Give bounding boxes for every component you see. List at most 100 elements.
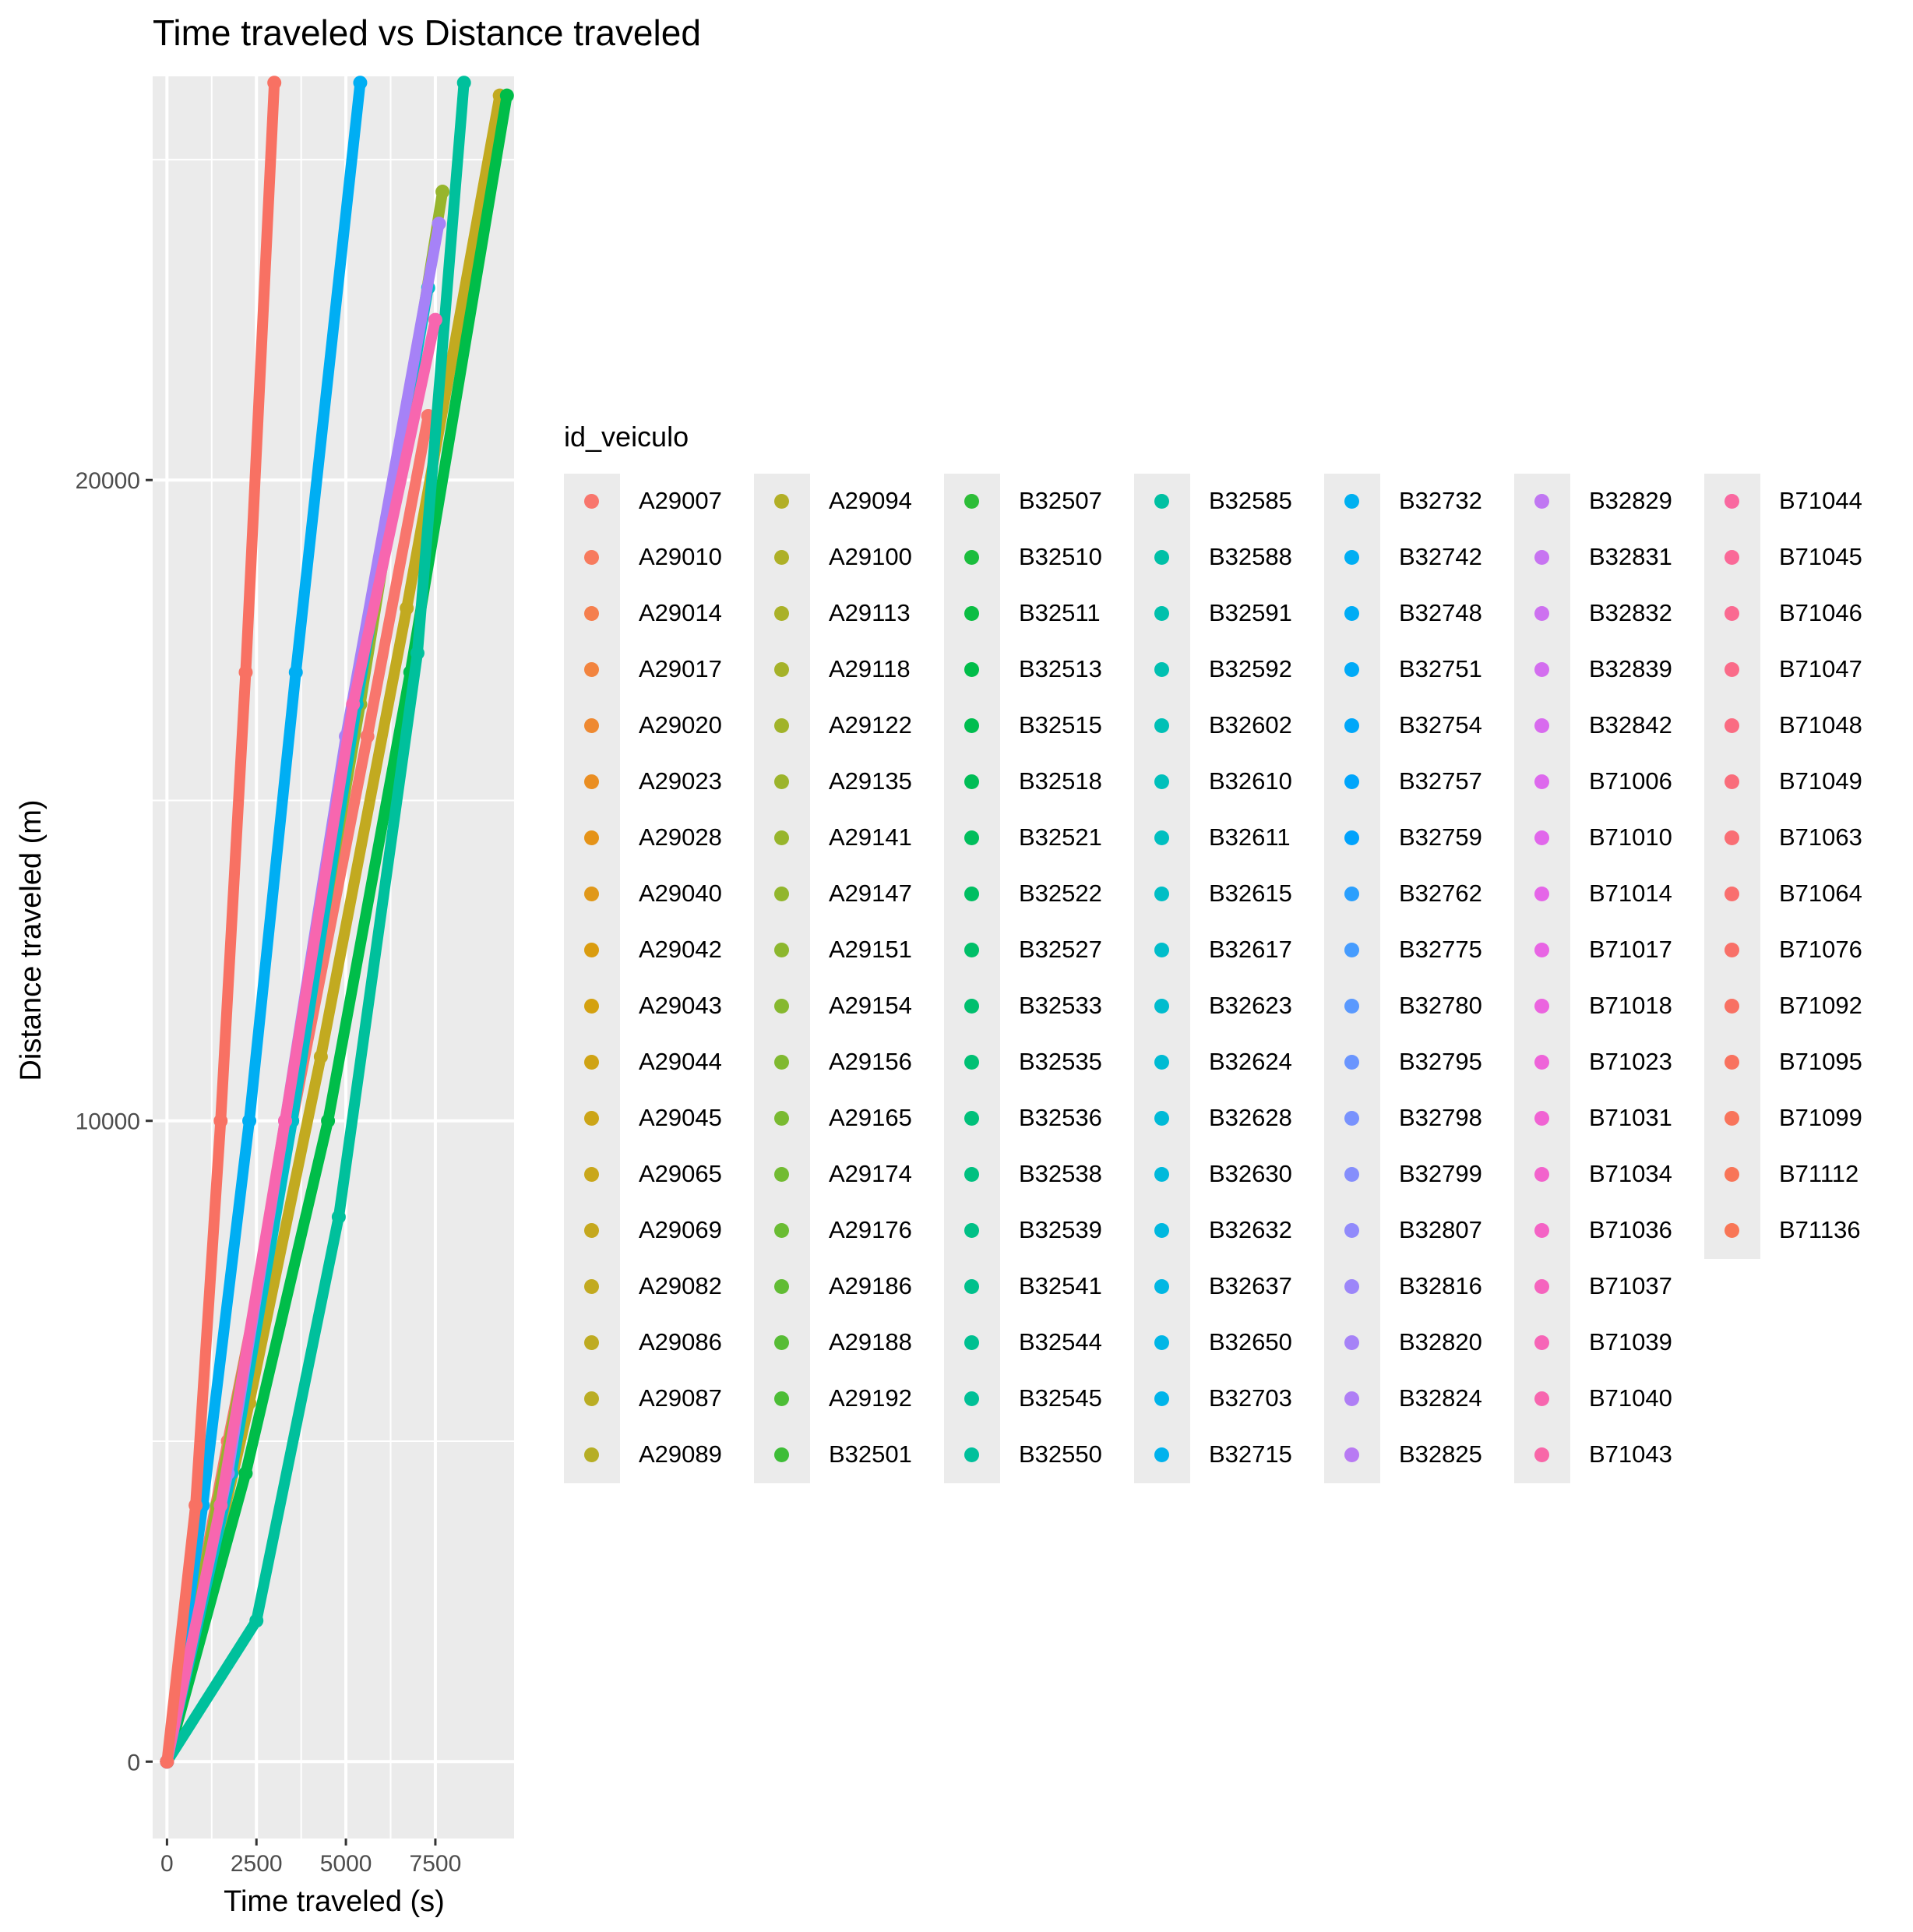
legend-key [1324,810,1380,866]
legend-label: B32588 [1209,543,1292,570]
legend-key [754,474,810,530]
legend-key [1704,698,1760,754]
legend-dot-icon [1534,1223,1549,1238]
legend-key [754,1035,810,1091]
legend-key [1134,1091,1190,1147]
legend-label: A29045 [639,1104,722,1131]
data-point [213,1113,228,1128]
legend-dot-icon [1725,550,1739,565]
legend-dot-icon [964,662,979,677]
data-point [410,646,425,661]
legend-key [754,754,810,810]
legend-dot-icon [1344,662,1359,677]
data-point [360,729,375,744]
legend-key [944,922,1000,978]
data-point [249,1613,264,1628]
legend-label: A29040 [639,880,722,907]
legend-dot-icon [964,494,979,509]
legend-dot-icon [1344,1223,1359,1238]
legend-label: B32585 [1209,487,1292,514]
legend-label: A29141 [829,823,912,851]
legend-key [1514,642,1570,698]
data-point [160,1754,174,1769]
legend-key [1704,474,1760,530]
legend-label: B32820 [1399,1328,1482,1356]
legend-key [1704,754,1760,810]
legend-dot-icon [964,606,979,621]
legend-key [1134,1315,1190,1371]
legend-dot-icon [964,550,979,565]
legend-key [1704,810,1760,866]
legend-dot-icon [584,1167,599,1182]
legend-dot-icon [1534,1335,1549,1350]
legend-dot-icon [1725,494,1739,509]
legend-dot-icon [774,1167,789,1182]
legend-dot-icon [584,1447,599,1462]
legend-label: A29086 [639,1328,722,1356]
legend-dot-icon [774,1391,789,1406]
legend-dot-icon [1725,774,1739,789]
legend-key [944,474,1000,530]
series-B32550 [160,76,471,1769]
legend-label: A29023 [639,767,722,795]
legend-key [1324,1371,1380,1427]
legend-label: B32541 [1019,1272,1102,1299]
legend-dot-icon [1154,774,1169,789]
legend-dot-icon [584,662,599,677]
legend-key [754,1259,810,1315]
legend-dot-icon [774,887,789,901]
legend-dot-icon [1154,943,1169,957]
legend-label: B32510 [1019,543,1102,570]
legend-label: B32550 [1019,1440,1102,1468]
legend-dot-icon [964,887,979,901]
legend-key [1704,1203,1760,1259]
legend-dot-icon [1154,606,1169,621]
legend-label: B32610 [1209,767,1292,795]
legend-key [1134,1035,1190,1091]
legend-label: B71014 [1589,880,1672,907]
legend-label: B32825 [1399,1440,1482,1468]
legend-key [754,1091,810,1147]
data-point [331,1210,346,1225]
legend-dot-icon [584,830,599,845]
legend-dot-icon [1344,494,1359,509]
legend-label: B32539 [1019,1216,1102,1243]
legend-label: B71044 [1779,487,1862,514]
legend-dot-icon [774,1223,789,1238]
legend-label: A29156 [829,1048,912,1075]
legend-label: B32831 [1589,543,1672,570]
legend-key [1134,922,1190,978]
data-point [188,1498,203,1513]
legend-label: B32501 [829,1440,912,1468]
legend-label: B32751 [1399,655,1482,682]
legend-dot-icon [1344,887,1359,901]
legend-label: B32513 [1019,655,1102,682]
legend-label: B32832 [1589,599,1672,626]
legend-label: A29010 [639,543,722,570]
legend-key [944,1147,1000,1203]
legend-dot-icon [1725,718,1739,733]
legend-dot-icon [774,830,789,845]
legend-dot-icon [584,943,599,957]
legend-label: B71018 [1589,992,1672,1019]
legend-dot-icon [1154,1223,1169,1238]
legend-key [944,1371,1000,1427]
legend-key [1324,698,1380,754]
legend-dot-icon [964,1447,979,1462]
legend-dot-icon [1725,943,1739,957]
legend-label: B32535 [1019,1048,1102,1075]
data-point [499,88,514,103]
legend-key [1514,1371,1570,1427]
legend-dot-icon [584,718,599,733]
legend-key [564,1147,620,1203]
legend-dot-icon [1344,774,1359,789]
legend-key [1134,754,1190,810]
legend-key [1514,586,1570,642]
legend-label: A29176 [829,1216,912,1243]
legend-key [1324,1035,1380,1091]
legend-label: B32545 [1019,1384,1102,1412]
legend-label: B71036 [1589,1216,1672,1243]
legend-dot-icon [964,1279,979,1294]
legend-key [1134,1371,1190,1427]
legend-key [944,866,1000,922]
